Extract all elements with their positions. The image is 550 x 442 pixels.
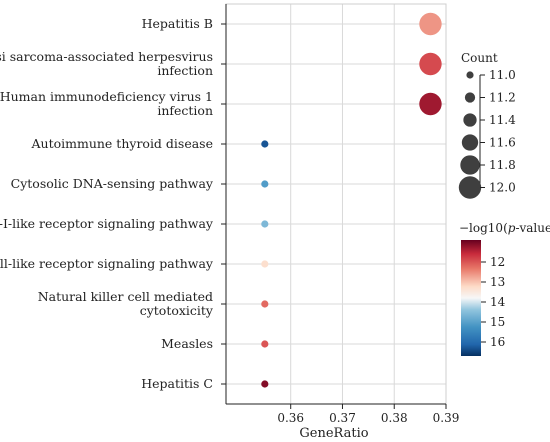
size-legend: Count 11.0 11.2 11.4 11.6 11.8 12.0 <box>458 51 516 199</box>
y-tick-label: infection <box>157 63 213 78</box>
size-legend-dot <box>461 134 479 151</box>
y-tick-label: Cytosolic DNA-sensing pathway <box>11 176 214 191</box>
color-legend-title: −log10(p-value) <box>459 221 550 235</box>
y-tick-label: infection <box>157 103 213 118</box>
y-tick-label: Measles <box>161 336 213 351</box>
data-point <box>419 92 442 116</box>
data-point <box>261 340 269 348</box>
data-point <box>261 180 269 188</box>
colorbar-tick-label: 12 <box>490 255 505 269</box>
size-legend-dot <box>464 92 476 103</box>
x-tick-label: 0.37 <box>329 411 356 425</box>
size-legend-dot <box>466 71 474 79</box>
x-tick-label: 0.38 <box>381 411 408 425</box>
size-legend-label: 11.0 <box>489 68 516 82</box>
size-legend-label: 12.0 <box>489 181 516 195</box>
size-legend-dot <box>460 155 480 175</box>
y-tick-label: cytotoxicity <box>140 303 214 318</box>
data-point <box>261 220 269 228</box>
y-tick-label: Natural killer cell mediated <box>38 289 213 304</box>
colorbar-tick-label: 13 <box>490 275 505 289</box>
colorbar-tick-label: 15 <box>490 315 505 329</box>
category-labels: Hepatitis B Kaposi sarcoma-associated her… <box>0 16 214 391</box>
x-axis-label: GeneRatio <box>299 426 368 441</box>
y-tick-label: Kaposi sarcoma-associated herpesvirus <box>0 49 213 64</box>
data-point <box>419 12 442 36</box>
color-legend: −log10(p-value) 12 13 14 15 16 <box>459 221 550 356</box>
size-legend-label: 11.6 <box>489 136 516 150</box>
size-legend-label: 11.2 <box>489 91 516 105</box>
y-tick-label: Hepatitis C <box>141 376 213 391</box>
size-legend-label: 11.4 <box>489 113 516 127</box>
size-legend-label: 11.8 <box>489 158 516 172</box>
data-point <box>261 260 269 268</box>
data-point <box>419 52 442 76</box>
data-points <box>261 12 442 388</box>
data-point <box>261 300 269 308</box>
size-legend-title: Count <box>461 51 498 65</box>
y-tick-label: RIG-I-like receptor signaling pathway <box>0 216 214 231</box>
colorbar-tick-label: 16 <box>490 335 505 349</box>
grid <box>226 4 447 404</box>
y-tick-label: Human immunodeficiency virus 1 <box>0 89 213 104</box>
colorbar <box>461 240 481 356</box>
y-tick-label: Toll-like receptor signaling pathway <box>0 256 214 271</box>
x-tick-label: 0.39 <box>433 411 460 425</box>
data-point <box>261 140 269 148</box>
y-tick-label: Autoimmune thyroid disease <box>31 136 214 151</box>
colorbar-tick-label: 14 <box>490 295 506 309</box>
size-legend-dot <box>458 176 482 199</box>
data-point <box>261 380 269 388</box>
axes: 0.36 0.37 0.38 0.39 <box>221 3 460 425</box>
y-tick-label: Hepatitis B <box>142 16 213 31</box>
size-legend-dot <box>463 113 477 127</box>
x-tick-label: 0.36 <box>277 411 304 425</box>
